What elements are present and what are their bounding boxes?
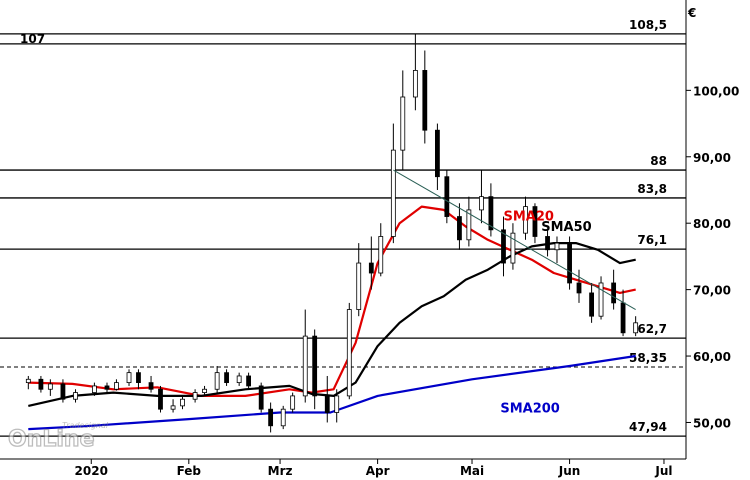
level-label: 108,5 <box>629 18 667 32</box>
candle-body <box>620 302 626 334</box>
candle-body <box>444 176 450 217</box>
candle-body <box>532 206 538 237</box>
level-label: 83,8 <box>637 182 667 196</box>
candle-body <box>412 70 418 98</box>
candle-body <box>158 388 163 410</box>
candle-body <box>258 385 264 410</box>
sma-line-sma50 <box>28 242 636 407</box>
candle-body <box>346 309 352 397</box>
sma-label-sma20: SMA20 <box>503 210 553 225</box>
trendline-layer <box>393 169 636 310</box>
level-label: 88 <box>650 154 667 168</box>
candle-body <box>567 242 572 284</box>
candle-body <box>488 196 494 231</box>
candle-body <box>378 236 384 274</box>
y-tick-label: 100,00 <box>693 84 739 98</box>
candle-body <box>280 408 286 427</box>
level-label: 76,1 <box>637 233 667 247</box>
candle-body <box>435 129 440 178</box>
x-tick-label: Mrz <box>268 464 293 478</box>
candle-body <box>170 405 176 410</box>
currency-symbol: € <box>687 6 696 20</box>
x-tick-label: Mai <box>460 464 484 478</box>
sma-label-sma50: SMA50 <box>541 220 591 235</box>
candle-body <box>312 335 318 397</box>
sma-line-sma200 <box>28 354 636 431</box>
candle-body <box>400 96 406 151</box>
candle-body <box>290 395 296 410</box>
candle-body <box>136 372 141 384</box>
candle-body <box>224 372 229 384</box>
watermark-brand-top: Tradesignal <box>62 421 109 430</box>
candle-body <box>457 216 462 241</box>
candle-body <box>523 206 528 234</box>
sma-line-sma20 <box>28 205 636 397</box>
candle-body <box>589 292 594 317</box>
horizontal-levels: 108,5 107 88 83,8 76,1 62,7 58,35 47,94 <box>0 18 686 437</box>
candle-body <box>180 398 185 407</box>
watermark-logo: Tradesignal OnLine <box>7 421 109 453</box>
candle-body <box>334 395 340 413</box>
y-tick-label: 80,00 <box>693 217 731 231</box>
candle-body <box>390 149 396 237</box>
level-label: 62,7 <box>637 322 667 336</box>
candle-body <box>302 335 308 397</box>
candle-body <box>268 408 274 427</box>
candle-body <box>126 372 132 384</box>
x-tick-label: Apr <box>366 464 390 478</box>
candlesticks <box>25 33 639 433</box>
candle-body <box>73 392 78 400</box>
candle-body <box>236 375 242 384</box>
candle-body <box>611 282 617 304</box>
candle-body <box>422 70 428 131</box>
y-tick-label: 50,00 <box>693 416 731 430</box>
candle-body <box>47 383 53 390</box>
candle-body <box>356 262 362 310</box>
moving-averages <box>28 205 636 431</box>
candle-body <box>368 262 374 274</box>
candle-body <box>501 229 506 264</box>
x-tick-label: 2020 <box>75 464 108 478</box>
candle-body <box>466 209 472 241</box>
level-label: 47,94 <box>629 420 667 434</box>
candle-body <box>598 282 604 317</box>
y-tick-label: 60,00 <box>693 350 731 364</box>
candle-body <box>633 322 639 334</box>
candle-body <box>104 385 110 390</box>
candle-body <box>479 196 484 211</box>
candle-body <box>324 395 330 413</box>
candle-body <box>192 392 198 400</box>
y-axis-ticks: 50,00 60,00 70,00 80,00 90,00 100,00 <box>686 84 739 430</box>
candle-body <box>60 383 66 400</box>
level-label: 107 <box>20 32 45 46</box>
candle-body <box>554 242 560 251</box>
x-tick-label: Jun <box>558 464 581 478</box>
candle-body <box>38 378 44 390</box>
candle-body <box>576 282 582 294</box>
candle-body <box>246 375 251 387</box>
level-label: 58,35 <box>629 351 667 365</box>
candle-body <box>510 232 516 264</box>
watermark-brand-main: OnLine <box>8 427 95 452</box>
x-tick-label: Feb <box>177 464 202 478</box>
candle-body <box>114 382 119 390</box>
candle-body <box>92 385 97 393</box>
y-tick-label: 90,00 <box>693 151 731 165</box>
y-tick-label: 70,00 <box>693 284 731 298</box>
x-tick-label: Jul <box>654 464 672 478</box>
candle-body <box>545 236 550 251</box>
candle-body <box>25 378 31 384</box>
downtrend-line <box>393 169 636 310</box>
candle-body <box>202 388 207 393</box>
x-axis-ticks: 2020 Feb Mrz Apr Mai Jun Jul <box>75 459 673 478</box>
candle-body <box>214 372 220 390</box>
candle-body <box>148 382 154 390</box>
sma-label-sma200: SMA200 <box>500 402 560 417</box>
